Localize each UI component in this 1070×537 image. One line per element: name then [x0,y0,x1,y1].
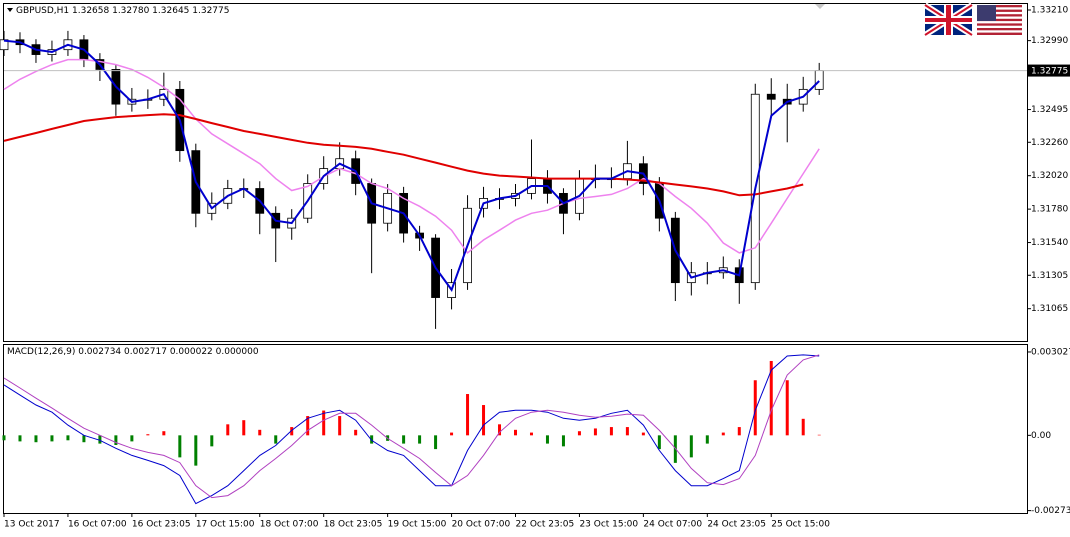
indicator-line [3,354,820,499]
y-tick-label: 1.32260 [1031,138,1068,148]
y-tick-label: 1.32495 [1031,105,1068,115]
y-tick-label: 1.31780 [1031,205,1068,215]
y-tick-label: -0.002733 [1031,506,1070,516]
histogram-bar [146,434,150,436]
histogram-bar [721,432,725,436]
histogram-bar [482,405,486,436]
y-tick-label: 1.31065 [1031,304,1068,314]
histogram-bar [50,435,54,442]
histogram-bar [258,429,262,436]
x-tick-label: 24 Oct 07:00 [643,520,702,530]
histogram-bar [402,435,406,444]
histogram-bar [801,418,805,436]
y-tick-label: 1.31540 [1031,238,1068,248]
indicator-line [3,39,820,293]
last-price-box [1028,64,1070,77]
candle-body [0,39,9,51]
histogram-bar [545,435,549,444]
histogram-bar [737,427,741,436]
indicator-line [3,58,820,254]
histogram-bar [274,435,278,444]
histogram-bar [306,416,310,436]
x-tick-label: 16 Oct 23:05 [132,520,191,530]
histogram-bar [529,432,533,436]
y-tick-label: 0.00 [1031,431,1051,441]
indicator-line [3,354,820,505]
histogram-bar [210,435,214,447]
x-tick-label: 23 Oct 15:00 [579,520,638,530]
histogram-bar [242,420,246,436]
histogram-bar [817,434,821,436]
histogram-bar [178,435,182,458]
x-tick-label: 22 Oct 23:05 [516,520,575,530]
histogram-bar [418,435,422,444]
histogram-bar [2,435,6,441]
histogram-bar [434,435,438,450]
indicator-line [3,113,804,197]
y-tick-label: 1.31305 [1031,271,1068,281]
x-tick-label: 24 Oct 23:05 [707,520,766,530]
histogram-bar [753,380,757,436]
histogram-bar [769,360,773,436]
y-tick-label: 1.33210 [1031,5,1068,15]
histogram-bar [577,431,581,436]
histogram-bar [194,435,198,466]
histogram-bar [162,431,166,436]
histogram-bar [514,429,517,436]
histogram-bar [625,427,629,436]
price-panel-frame [3,3,1028,342]
x-tick-label: 17 Oct 15:00 [196,520,255,530]
x-tick-label: 19 Oct 15:00 [388,520,447,530]
histogram-bar [82,435,86,443]
x-tick-label: 20 Oct 07:00 [452,520,511,530]
y-tick-label: 1.32020 [1031,171,1068,181]
histogram-bar [657,435,661,450]
y-tick-label: 1.32990 [1031,36,1068,46]
histogram-bar [370,435,374,444]
x-tick-label: 25 Oct 15:00 [771,520,830,530]
panel-title: GBPUSD,H1 1.32658 1.32780 1.32645 1.3277… [16,6,229,16]
candle-body [766,93,776,100]
us-flag [977,5,1022,35]
x-tick-label: 13 Oct 2017 [4,520,60,530]
histogram-bar [593,428,597,436]
histogram-bar [561,435,565,447]
histogram-bar [18,435,22,442]
candle-body [814,70,824,90]
histogram-bar [785,380,789,436]
histogram-bar [705,435,709,444]
histogram-bar [114,435,118,445]
shift-marker [815,4,825,9]
histogram-bar [226,424,230,436]
histogram-bar [322,410,326,436]
uk-flag [923,2,974,38]
x-tick-label: 18 Oct 07:00 [260,520,319,530]
x-tick-label: 18 Oct 23:05 [324,520,383,530]
panel-title: MACD(12,26,9) 0.002734 0.002717 0.000022… [7,347,259,357]
histogram-bar [466,394,470,436]
histogram-bar [641,432,645,436]
histogram-bar [34,435,38,443]
menu-arrow[interactable] [7,8,13,12]
last-price-label: 1.32775 [1031,67,1068,77]
histogram-bar [354,429,358,436]
histogram-bar [450,432,454,436]
histogram-bar [689,435,693,458]
histogram-bar [290,427,294,436]
histogram-bar [66,435,70,441]
histogram-bar [498,424,502,436]
histogram-bar [130,435,134,442]
histogram-bar [609,427,613,436]
histogram-bar [98,435,102,444]
histogram-bar [338,416,342,436]
x-tick-label: 16 Oct 07:00 [68,520,127,530]
y-tick-label: 0.003027 [1031,347,1070,357]
